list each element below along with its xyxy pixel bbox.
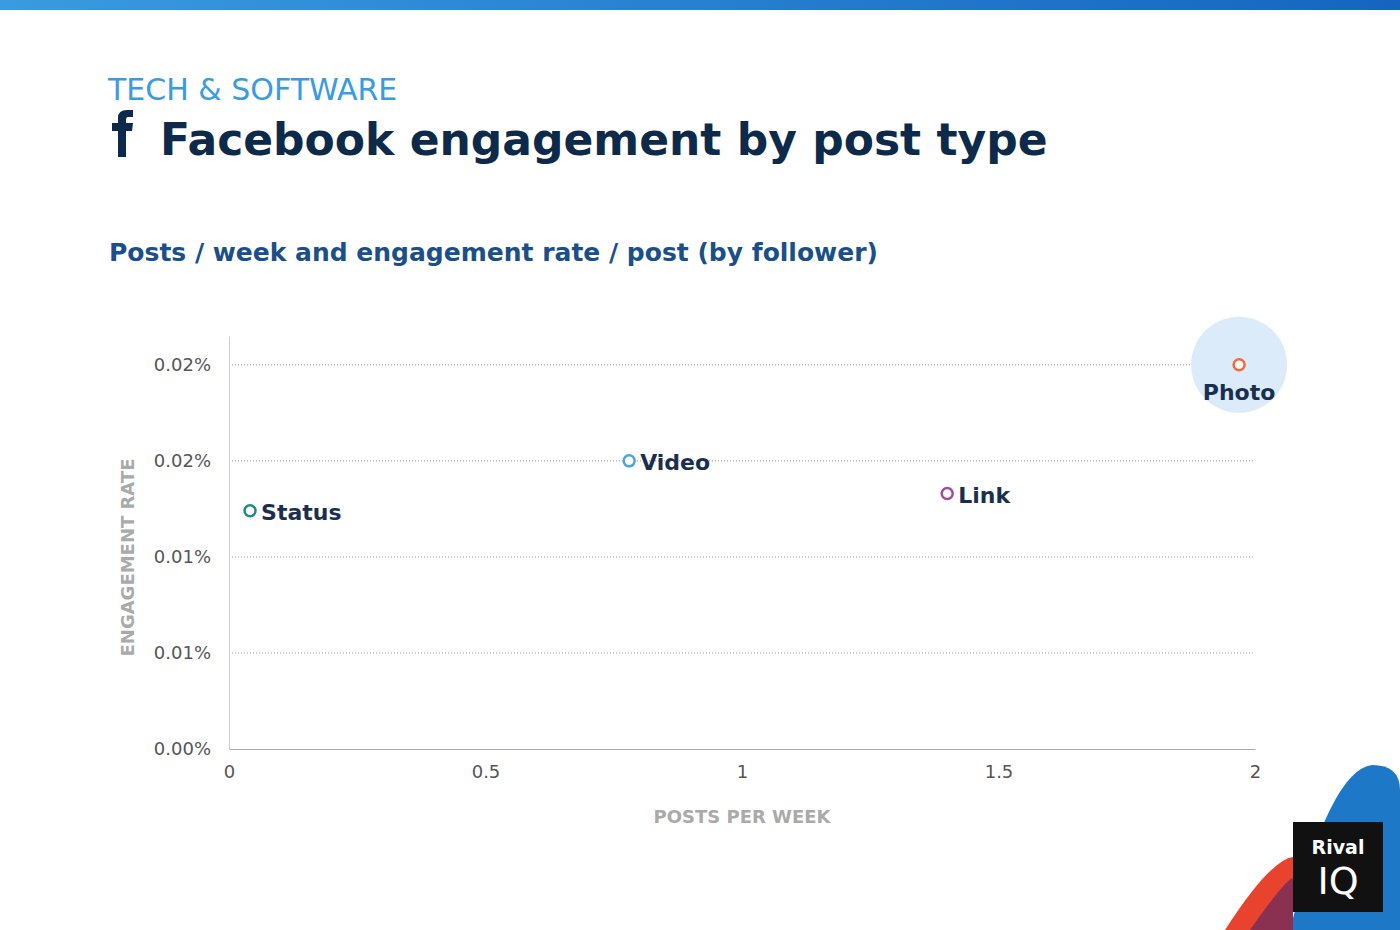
point-label: Status: [261, 500, 341, 525]
y-axis: 0.00% 0.01% 0.01% 0.02% 0.02%: [154, 337, 230, 760]
point: [1234, 359, 1245, 370]
y-axis-title: ENGAGEMENT RATE: [117, 459, 138, 657]
logo-line: Rival: [1312, 836, 1365, 858]
logo-box: [1293, 822, 1383, 912]
x-tick-label: 0: [224, 761, 235, 782]
grid: [229, 365, 1255, 653]
y-tick-label: 0.02%: [154, 450, 211, 471]
point: [624, 455, 635, 466]
facebook-icon: [112, 110, 133, 157]
y-tick: 0.02%: [154, 354, 229, 375]
grid-line: [229, 364, 1255, 365]
x-tick-label: 1.5: [985, 761, 1014, 782]
highlight-bubble: [1191, 317, 1287, 413]
logo-line: IQ: [1317, 859, 1358, 903]
point-label: Video: [640, 450, 710, 475]
x-tick-label: 1: [737, 761, 748, 782]
x-tick: 1: [737, 749, 748, 782]
point-label: Photo: [1203, 380, 1276, 405]
grid-line: [229, 652, 1255, 653]
y-tick: 0.01%: [154, 642, 229, 663]
point-label: Link: [958, 483, 1011, 508]
y-tick-label: 0.02%: [154, 354, 211, 375]
chart: TECH & SOFTWARE Facebook engagement by po…: [0, 0, 1400, 930]
wave-red: [1225, 857, 1293, 930]
wave-dark: [1250, 878, 1293, 930]
facebook-glyph: [112, 110, 133, 157]
point: [245, 505, 256, 516]
x-tick: 0.5: [472, 749, 501, 782]
y-tick-label: 0.01%: [154, 546, 211, 567]
x-axis: 0 0.5 1 1.5 2: [224, 749, 1261, 782]
y-tick: 0.00%: [154, 738, 229, 759]
corner-decoration: [1225, 765, 1400, 930]
x-axis-title: POSTS PER WEEK: [654, 806, 832, 827]
y-tick: 0.01%: [154, 546, 229, 567]
top-bar: [0, 0, 1400, 10]
y-tick-label: 0.01%: [154, 642, 211, 663]
x-axis-line: [230, 749, 1256, 750]
x-tick: 1.5: [985, 749, 1014, 782]
grid-line: [229, 460, 1255, 461]
x-tick-label: 0.5: [472, 761, 501, 782]
x-tick-label: 2: [1250, 761, 1261, 782]
points: [245, 359, 1245, 516]
point: [942, 488, 953, 499]
title: Facebook engagement by post type: [160, 114, 1048, 165]
supertitle: TECH & SOFTWARE: [107, 72, 397, 107]
wave-blue: [1290, 765, 1400, 930]
point-labels: Status Video Link Photo: [261, 380, 1275, 525]
x-tick: 2: [1250, 749, 1261, 782]
y-tick: 0.02%: [154, 450, 229, 471]
subtitle: Posts / week and engagement rate / post …: [109, 238, 878, 267]
y-axis-line: [229, 337, 230, 750]
y-tick-label: 0.00%: [154, 738, 211, 759]
grid-line: [229, 556, 1255, 557]
x-tick: 0: [224, 749, 235, 782]
